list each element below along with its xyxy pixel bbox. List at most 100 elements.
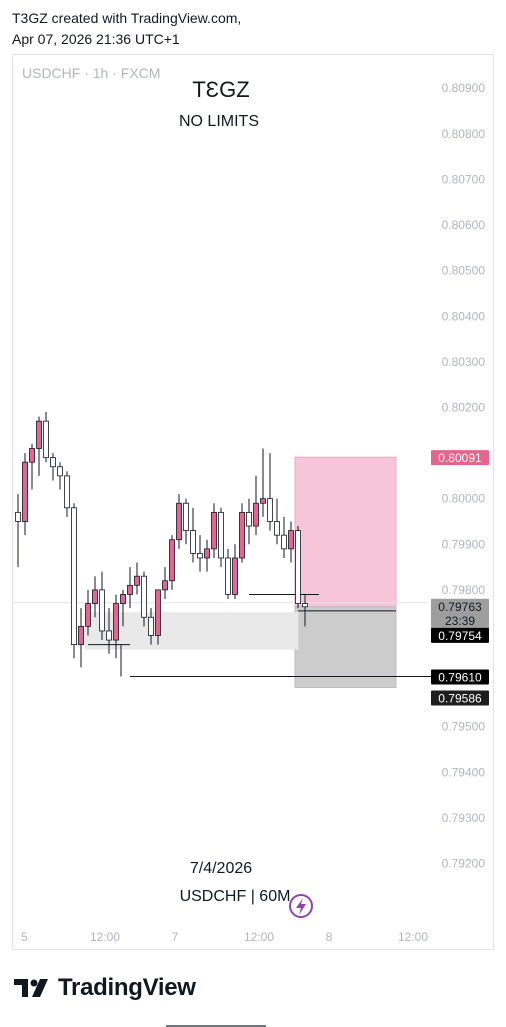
candle-body	[218, 511, 224, 559]
candle	[57, 462, 63, 490]
candle	[239, 503, 245, 563]
target-zone	[294, 456, 397, 608]
price-tag-label: 0.79610	[438, 671, 482, 685]
candle	[127, 567, 133, 609]
price-tag-label: 0.80091	[438, 451, 482, 465]
candle	[302, 594, 308, 627]
x-axis: 5 12:00 7 12:00 8 12:00	[21, 930, 428, 944]
y-tick-label: 0.79800	[442, 583, 486, 597]
candle-body	[176, 502, 182, 541]
tradingview-brand[interactable]: TradingView	[14, 974, 196, 1002]
y-tick-label: 0.80400	[442, 309, 486, 323]
price-tag-label: 0.79586	[438, 691, 482, 705]
candle	[78, 608, 84, 668]
x-tick-label: 12:00	[90, 930, 120, 944]
candle	[197, 535, 203, 572]
candle-body	[295, 530, 301, 604]
candle-body	[302, 603, 308, 608]
y-tick-label: 0.79500	[442, 720, 486, 734]
y-tick-label: 0.79400	[442, 765, 486, 779]
x-tick-label: 12:00	[244, 930, 274, 944]
candle-body	[85, 603, 91, 627]
price-tag-bg	[431, 690, 489, 706]
candle	[92, 576, 98, 618]
candle-body	[29, 448, 35, 463]
candle	[71, 503, 77, 659]
candle	[232, 544, 238, 600]
chart-frame[interactable]: 0.80900 0.80800 0.80700 0.80600 0.80500 0.804…	[12, 54, 494, 950]
x-tick-label: 5	[21, 930, 28, 944]
pair-caption: USDCHF | 60M	[180, 888, 291, 905]
candle-body	[92, 589, 98, 604]
candle	[64, 471, 70, 517]
candle-body	[113, 603, 119, 641]
tag-80091: 0.80091	[431, 450, 489, 466]
candle	[225, 548, 231, 600]
candle-body	[15, 511, 21, 522]
candle	[246, 498, 252, 545]
candle-body	[281, 534, 287, 550]
y-tick-label: 0.80200	[442, 400, 486, 414]
candle-body	[260, 498, 266, 504]
tradingview-logo-icon	[14, 979, 48, 997]
candle	[36, 416, 42, 476]
candle-body	[288, 530, 294, 550]
candle	[267, 453, 273, 531]
candle-body	[78, 625, 84, 646]
price-tag-bg	[431, 450, 489, 466]
candle	[218, 507, 224, 568]
candle-body	[148, 616, 154, 636]
demand-zone	[84, 612, 299, 650]
candle-body	[99, 589, 105, 632]
candle-body	[36, 420, 42, 449]
y-tick-label: 0.79300	[442, 811, 486, 825]
candle	[148, 608, 154, 645]
candle	[176, 494, 182, 549]
y-tick-label: 0.80800	[442, 127, 486, 141]
chart-subtitle: NO LIMITS	[179, 113, 259, 130]
candle-body	[232, 557, 238, 595]
price-tag-bg	[431, 669, 489, 685]
candle	[106, 608, 112, 654]
candle-body	[43, 420, 49, 459]
candle-body	[274, 521, 280, 536]
candle	[15, 494, 21, 568]
candle	[85, 589, 91, 636]
y-axis: 0.80900 0.80800 0.80700 0.80600 0.80500 0.804…	[442, 81, 486, 870]
stop-zone	[294, 606, 397, 688]
chart-header: T3GZ created with TradingView.com, Apr 0…	[12, 8, 241, 50]
candle-body	[50, 457, 56, 468]
candle-body	[197, 553, 203, 559]
candlestick-chart[interactable]: 0.80900 0.80800 0.80700 0.80600 0.80500 0.804…	[13, 55, 495, 951]
lightning-icon[interactable]	[289, 894, 313, 918]
header-line-2: Apr 07, 2026 21:36 UTC+1	[12, 31, 180, 47]
header-line-1: T3GZ created with TradingView.com,	[12, 10, 242, 26]
candle-body	[211, 511, 217, 550]
lightning-icon-bolt	[296, 898, 306, 915]
candle-body	[120, 594, 126, 604]
y-tick-label: 0.80500	[442, 264, 486, 278]
candle	[50, 453, 56, 481]
price-tag-label: 0.79763	[438, 600, 482, 614]
y-tick-label: 0.80000	[442, 492, 486, 506]
candle-body	[22, 461, 28, 522]
y-tick-label: 0.79900	[442, 537, 486, 551]
cut-off-footer-glyphs	[160, 1017, 280, 1027]
candle	[204, 539, 210, 572]
candle-body	[57, 466, 63, 477]
x-tick-label: 8	[326, 930, 333, 944]
candle-body	[127, 584, 133, 595]
candle	[211, 503, 217, 558]
candle	[22, 453, 28, 536]
candle-body	[162, 580, 168, 591]
x-tick-label: 7	[172, 930, 179, 944]
tag-79610: 0.79610	[431, 669, 489, 685]
y-tick-label: 0.79200	[442, 857, 486, 871]
candle	[99, 571, 105, 641]
candle-body	[141, 575, 147, 618]
candle-body	[71, 507, 77, 646]
y-tick-label: 0.80600	[442, 218, 486, 232]
symbol-label: USDCHF · 1h · FXCM	[22, 65, 160, 81]
x-tick-label: 12:00	[398, 930, 428, 944]
